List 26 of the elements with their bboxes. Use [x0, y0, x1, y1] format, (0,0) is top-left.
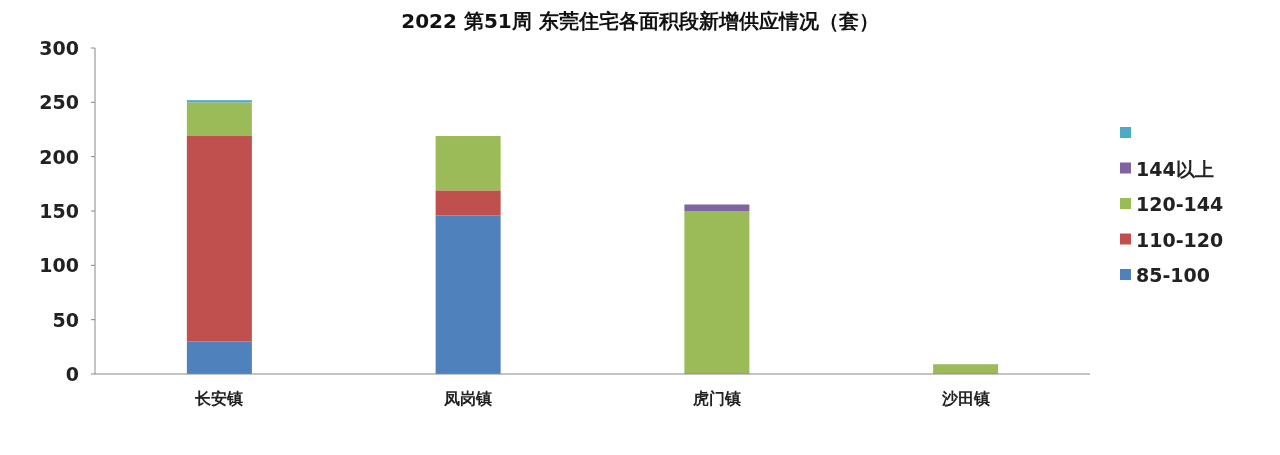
x-tick-label: 长安镇	[194, 389, 244, 408]
y-tick-label: 150	[39, 200, 79, 222]
legend-label: 144以上	[1136, 157, 1214, 180]
y-tick-label: 250	[39, 91, 79, 114]
bar	[435, 215, 501, 374]
x-tick-label: 凤岗镇	[443, 389, 493, 408]
bar	[435, 136, 501, 191]
y-tick-label: 50	[52, 308, 79, 331]
legend-label: 110-120	[1136, 228, 1224, 251]
legend-label: 85-100	[1136, 264, 1210, 286]
y-tick-label: 200	[39, 145, 79, 168]
legend-label: 120-144	[1136, 193, 1224, 215]
y-tick-label: 100	[39, 254, 79, 277]
x-tick-label: 虎门镇	[691, 389, 741, 408]
y-tick-label: 0	[65, 363, 79, 385]
bar	[186, 136, 252, 342]
bar	[684, 211, 750, 374]
y-tick-label: 300	[39, 37, 79, 59]
bar	[684, 204, 750, 211]
bar	[933, 364, 999, 374]
bar	[186, 100, 252, 103]
bar	[186, 341, 252, 374]
bar	[435, 190, 501, 216]
x-tick-label: 沙田镇	[940, 389, 990, 408]
chart-title: 2022 第51周 东莞住宅各面积段新增供应情况（套）	[401, 9, 879, 33]
bar	[186, 102, 252, 137]
